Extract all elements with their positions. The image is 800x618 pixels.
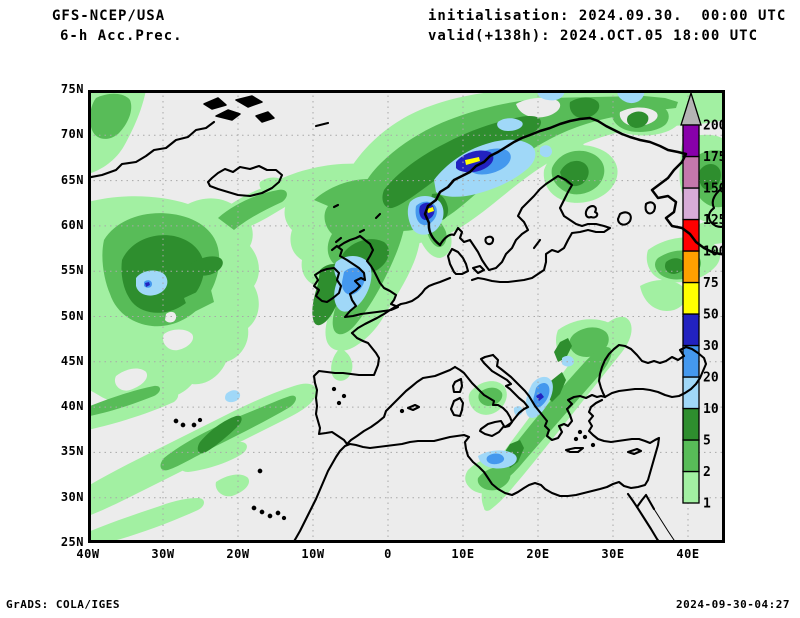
map-canvas: 1 2 5 10 20 30 50 75 100 125 150 175 200 [88,90,725,543]
colorbar-label: 1 [703,497,711,512]
lat-label: 70N [60,127,84,142]
lat-label: 35N [60,444,84,459]
colorbar-label: 5 [703,434,711,449]
colorbar-label: 150 [703,182,725,197]
valid-time-label: valid(+138h): 2024.OCT.05 18:00 UTC [428,28,759,44]
lat-label: 55N [60,263,84,278]
colorbar-label: 175 [703,150,725,165]
colorbar-label: 200 [703,119,725,134]
lon-label: 0 [384,547,392,561]
coastlines [88,95,725,543]
lat-label: 40N [60,399,84,414]
colorbar-segment [682,250,700,284]
lat-label: 75N [60,82,84,96]
precip-shading [88,90,725,543]
colorbar-label: 2 [703,465,711,480]
colorbar-segment [682,439,700,473]
lat-label: 60N [60,217,84,232]
colorbar-label: 50 [703,308,719,323]
lon-label: 10E [451,547,475,561]
lat-label: 65N [60,172,84,187]
map-frame [88,90,725,543]
colorbar-segment [682,344,700,378]
init-time-label: initialisation: 2024.09.30. 00:00 UTC [428,8,787,24]
product-title: 6-h Acc.Prec. [60,28,183,44]
colorbar-label: 20 [703,371,719,386]
colorbar-segment [682,124,700,158]
render-timestamp: 2024-09-30-04:27 [676,598,790,611]
colorbar-label: 10 [703,402,719,417]
model-title: GFS-NCEP/USA [52,8,166,24]
colorbar-segment [682,155,700,189]
lat-label: 45N [60,353,84,368]
lon-label: 10W [301,547,325,561]
colorbar-segment [682,407,700,441]
lat-label: 30N [60,489,84,504]
lat-label: 50N [60,308,84,323]
lon-label: 40E [676,547,700,561]
lon-label: 40W [76,547,100,561]
colorbar-segment [682,187,700,221]
lon-label: 20W [226,547,250,561]
lon-label: 30W [151,547,175,561]
colorbar-label: 30 [703,339,719,354]
lon-label: 30E [601,547,625,561]
colorbar-label: 75 [703,276,719,291]
grads-credit: GrADS: COLA/IGES [6,598,120,611]
lat-label: 25N [60,535,84,549]
colorbar-segment [682,281,700,315]
colorbar-segment [682,313,700,347]
lon-label: 20E [526,547,550,561]
colorbar-segment [682,470,700,504]
